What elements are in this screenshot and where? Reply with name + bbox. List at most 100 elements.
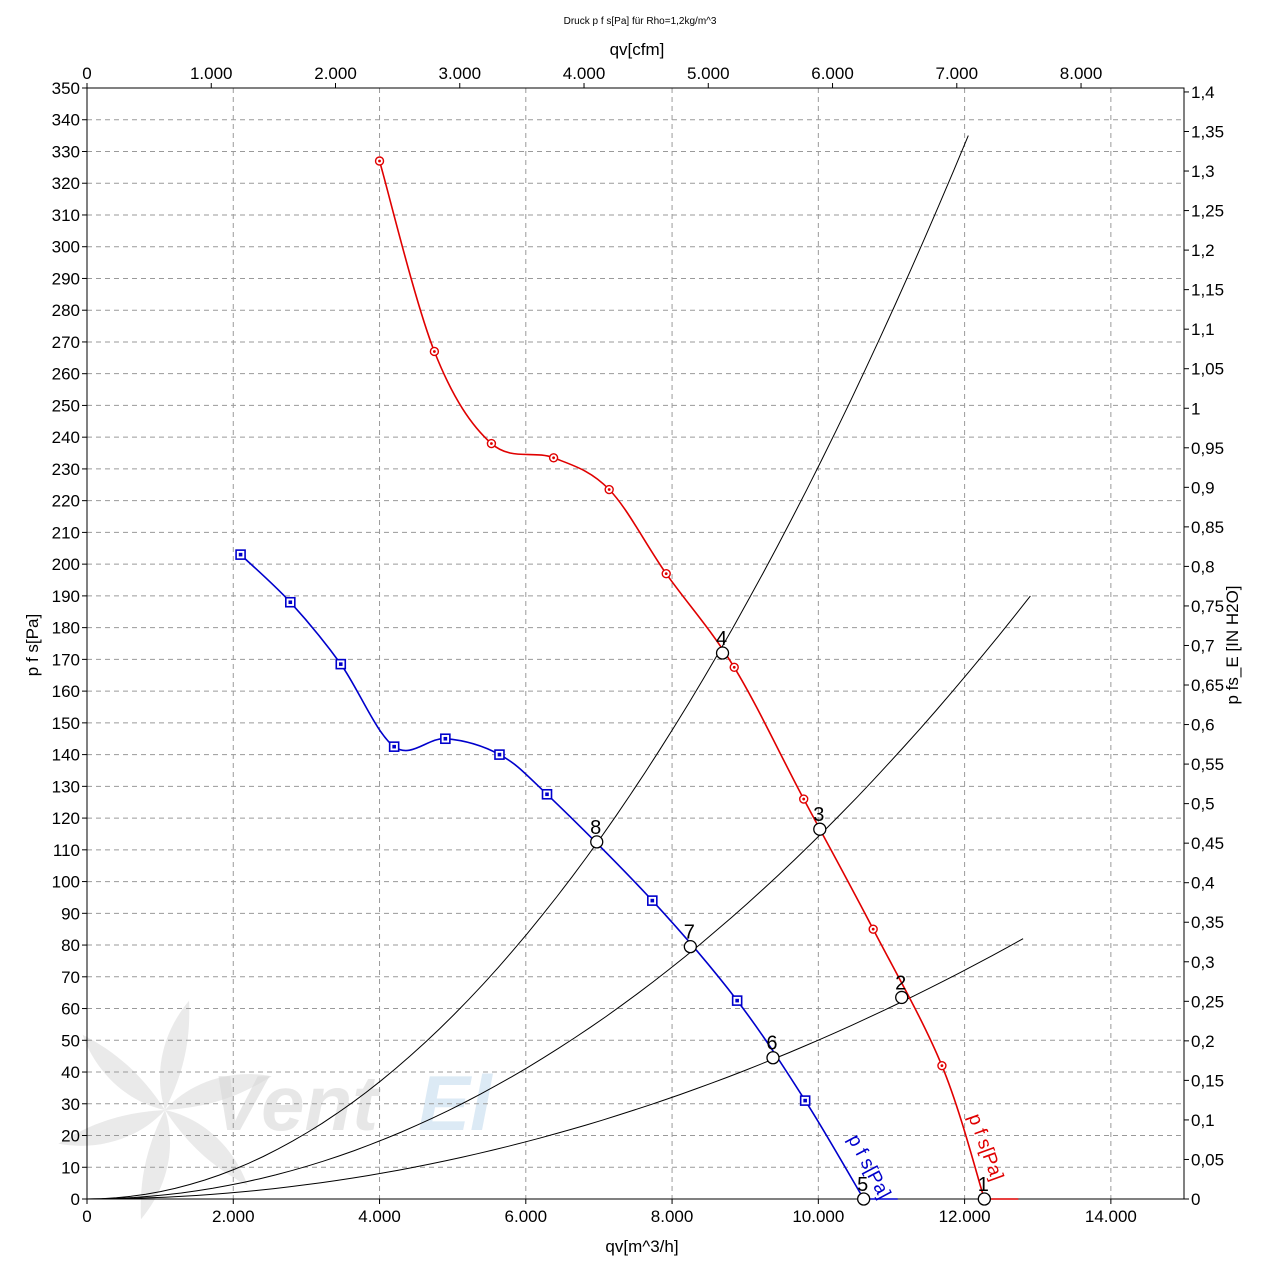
operating-point-7	[683, 939, 697, 954]
x2-tick-label: 3.000	[438, 64, 481, 83]
y2-tick-label: 0,8	[1191, 557, 1215, 576]
x-tick-label: 10.000	[792, 1207, 844, 1226]
y-tick-label: 10	[61, 1158, 80, 1177]
y-tick-label: 90	[61, 904, 80, 923]
system-curve-3	[86, 135, 969, 1200]
operating-point-label: 2	[895, 972, 906, 994]
x-tick-label: 12.000	[939, 1207, 991, 1226]
y-tick-label: 200	[52, 555, 80, 574]
watermark-fan-blade	[140, 1110, 170, 1220]
operating-points: 1 2 3 4 5 6 7 8	[590, 628, 991, 1206]
y2-tick-label: 1,15	[1191, 281, 1224, 300]
data-point-marker-dot	[650, 898, 655, 903]
series-curve-label: p f s[Pa]	[843, 1131, 894, 1202]
y2-tick-label: 1,4	[1191, 83, 1215, 102]
y2-tick-label: 0	[1191, 1190, 1200, 1209]
watermark-fan-blade	[165, 1074, 272, 1110]
y-tick-label: 110	[53, 841, 80, 860]
y2-tick-label: 1,05	[1191, 360, 1224, 379]
operating-point-label: 3	[813, 804, 824, 826]
watermark-text-vent: Vent	[212, 1059, 381, 1147]
y2-tick-label: 1,1	[1191, 320, 1215, 339]
y-tick-label: 290	[52, 269, 80, 288]
x2-tick-label: 2.000	[314, 64, 357, 83]
operating-point-6	[766, 1051, 780, 1065]
data-point-marker-dot	[940, 1064, 944, 1068]
data-point-marker-dot	[545, 792, 549, 797]
operating-point-4	[715, 646, 730, 660]
y2-tick-label: 0,5	[1191, 795, 1215, 814]
y-tick-label: 60	[61, 1000, 80, 1019]
y-tick-label: 320	[52, 174, 80, 193]
y2-tick-label: 0,75	[1191, 597, 1224, 616]
x-axis-title: qv[m^3/h]	[605, 1237, 678, 1256]
y2-tick-label: 0,1	[1191, 1111, 1215, 1130]
y2-tick-label: 0,6	[1191, 716, 1215, 735]
data-point-marker-dot	[378, 159, 381, 163]
data-point-marker-dot	[392, 744, 396, 749]
y2-tick-label: 0,2	[1191, 1032, 1215, 1051]
operating-point-2	[895, 990, 909, 1005]
x-axis-ticks: 0 2.000 4.000 6.000 8.000 10.000 12.000 14.000	[82, 1199, 1137, 1226]
watermark-fan-blade	[58, 1110, 165, 1146]
y-tick-label: 340	[52, 111, 80, 130]
x2-tick-label: 6.000	[811, 64, 854, 83]
y-tick-label: 280	[52, 301, 80, 320]
y2-tick-label: 0,85	[1191, 518, 1224, 537]
data-point-marker-dot	[490, 442, 493, 445]
x-tick-label: 4.000	[358, 1207, 401, 1226]
operating-point-5	[857, 1192, 871, 1206]
y2-tick-label: 1,2	[1191, 241, 1215, 260]
x2-tick-label: 0	[82, 64, 91, 83]
data-point-marker-dot	[288, 600, 293, 605]
x2-tick-label: 5.000	[687, 64, 730, 83]
y2-axis-ticks: 0 0,05 0,1 0,15 0,2 0,25 0,3 0,35 0,4 0,45 0,5 0,55…	[1184, 83, 1224, 1209]
y-tick-label: 30	[61, 1095, 80, 1114]
x-tick-label: 8.000	[651, 1207, 694, 1226]
watermark-fan-blade	[165, 1110, 248, 1186]
y2-tick-label: 0,3	[1191, 953, 1215, 972]
y-axis-ticks: 0 10 20 30 40 50 60 70 80 90 100 110 120 130 140 150 160…	[52, 79, 87, 1209]
y-tick-label: 140	[52, 746, 80, 765]
data-point-marker-dot	[607, 488, 611, 491]
x-tick-label: 6.000	[505, 1207, 548, 1226]
y2-tick-label: 0,55	[1191, 755, 1224, 774]
operating-point-label: 4	[716, 628, 727, 650]
data-point-marker-dot	[338, 662, 343, 666]
y-tick-label: 250	[52, 396, 80, 415]
y-tick-label: 100	[52, 873, 80, 892]
operating-point-label: 8	[590, 817, 601, 839]
data-point-marker-dot	[735, 998, 739, 1003]
operating-point-label: 6	[766, 1033, 777, 1055]
y-tick-label: 310	[52, 206, 80, 225]
y-tick-label: 0	[71, 1190, 80, 1209]
y2-tick-label: 0,25	[1191, 992, 1224, 1011]
operating-point-3	[813, 822, 827, 836]
system-curve-2	[86, 595, 1031, 1200]
y-tick-label: 80	[61, 936, 80, 955]
data-point-marker-dot	[238, 552, 243, 557]
y2-tick-label: 1,35	[1191, 122, 1224, 141]
y-tick-label: 50	[61, 1031, 80, 1050]
series-line-1	[378, 160, 986, 1200]
y-tick-label: 190	[52, 587, 80, 606]
y2-tick-label: 0,7	[1191, 636, 1215, 655]
y2-tick-label: 1	[1191, 399, 1200, 418]
y-tick-label: 240	[52, 428, 80, 447]
data-series	[235, 156, 1019, 1200]
data-point-marker-dot	[732, 665, 736, 669]
y2-tick-label: 1,25	[1191, 202, 1224, 221]
y-tick-label: 210	[52, 523, 80, 542]
watermark-fan-blade	[160, 1000, 190, 1110]
y2-tick-label: 0,95	[1191, 439, 1224, 458]
operating-point-label: 7	[684, 922, 695, 944]
data-point-marker-dot	[497, 752, 502, 757]
data-point-marker-dot	[803, 1098, 807, 1103]
y2-tick-label: 0,05	[1191, 1150, 1224, 1169]
watermark-text-el: El	[418, 1059, 493, 1147]
x-tick-label: 2.000	[212, 1207, 255, 1226]
y-tick-label: 20	[61, 1127, 80, 1146]
operating-point-label: 5	[857, 1174, 868, 1196]
operating-point-8	[590, 835, 604, 849]
